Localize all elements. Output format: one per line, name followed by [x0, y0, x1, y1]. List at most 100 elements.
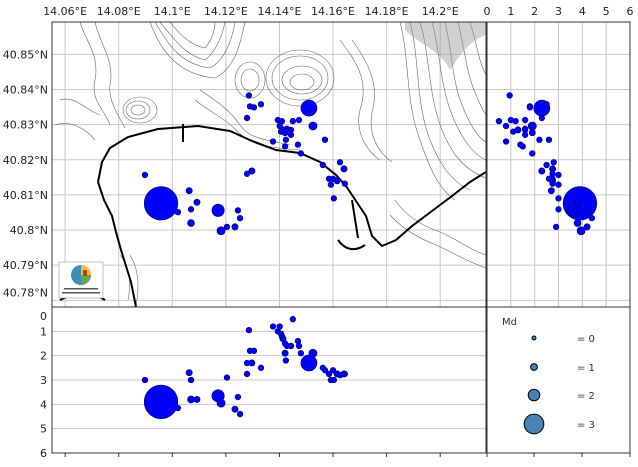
earthquake-marker — [321, 136, 329, 143]
legend-marker-md-1 — [530, 363, 538, 371]
earthquake-marker — [143, 186, 179, 221]
lat-tick-label: 40.81°N — [3, 189, 48, 202]
earthquake-marker — [329, 175, 337, 182]
earthquake-marker — [308, 121, 318, 131]
lat-tick-label: 40.85°N — [3, 48, 48, 61]
earthquake-marker — [223, 223, 231, 231]
earthquake-marker — [536, 136, 543, 143]
earthquake-marker — [341, 180, 348, 187]
earthquake-marker — [289, 316, 296, 323]
earthquake-marker — [526, 104, 534, 111]
earthquake-marker — [223, 374, 231, 381]
earthquake-marker — [245, 92, 253, 99]
earthquake-marker — [236, 214, 244, 222]
earthquake-marker — [555, 206, 562, 213]
earthquake-marker — [257, 364, 265, 371]
earthquake-marker — [243, 359, 251, 367]
axis-labels: 14.06°E 14.08°E 14.1°E 14.12°E 14.14°E 14.16°… — [3, 5, 634, 460]
earthquake-marker — [555, 181, 562, 188]
panel-frames — [51, 21, 631, 454]
lat-tick-label: 40.83°N — [3, 119, 48, 132]
lon-tick-label: 14.14°E — [257, 5, 301, 18]
lon-depth-panel — [51, 306, 487, 454]
earthquake-marker — [341, 370, 348, 378]
earthquake-marker — [506, 92, 513, 99]
legend-marker-md-3 — [523, 413, 545, 435]
earthquake-marker — [250, 347, 258, 354]
earthquake-marker — [236, 410, 244, 418]
lat-tick-label: 40.8°N — [10, 224, 48, 237]
lon-tick-label: 14.12°E — [204, 5, 248, 18]
depth-tick-label-top: 3 — [555, 5, 562, 18]
earthquake-marker — [277, 330, 285, 337]
lon-tick-label: 14.16°E — [311, 5, 355, 18]
lon-tick-label: 14.06°E — [43, 5, 87, 18]
earthquake-marker — [574, 198, 582, 206]
earthquake-marker — [294, 337, 302, 345]
map-events — [141, 92, 348, 236]
lon-tick-label: 14.2°E — [422, 5, 459, 18]
earthquake-marker — [187, 395, 195, 404]
earthquake-marker — [510, 128, 517, 135]
earthquake-marker — [295, 116, 303, 124]
earthquake-marker — [573, 219, 582, 227]
earthquake-marker — [174, 208, 182, 216]
earthquake-marker — [545, 136, 553, 143]
lon-tick-label: 14.1°E — [154, 5, 191, 18]
earthquake-marker — [243, 170, 251, 177]
earthquake-marker — [521, 116, 529, 124]
legend-label: = 2 — [577, 391, 595, 402]
earthquake-marker — [528, 129, 536, 137]
earthquake-marker — [269, 323, 277, 330]
earthquake-marker — [231, 405, 239, 413]
depth-tick-label-left: 3 — [40, 374, 47, 387]
earthquake-marker — [308, 348, 318, 358]
depth-tick-label-left: 4 — [40, 398, 47, 411]
earthquake-marker — [269, 138, 277, 145]
earthquake-marker — [276, 323, 283, 330]
earthquake-marker — [329, 367, 337, 374]
earthquake-marker — [327, 181, 335, 188]
lon-tick-label: 14.18°E — [365, 5, 409, 18]
earthquake-marker — [538, 167, 546, 175]
earthquake-marker — [572, 207, 579, 214]
depth-vs-lat-events — [495, 92, 598, 236]
lon-tick-label: 14.08°E — [97, 5, 141, 18]
earthquake-marker — [588, 214, 596, 222]
depth-tick-label-top: 5 — [603, 5, 610, 18]
legend-label: = 0 — [577, 334, 595, 345]
earthquake-marker — [211, 203, 225, 217]
depth-vs-lon-events — [141, 316, 348, 420]
earthquake-marker — [231, 223, 239, 231]
earthquake-marker — [336, 159, 344, 166]
depth-tick-label-top: 2 — [531, 5, 538, 18]
earthquake-marker — [216, 398, 226, 408]
earthquake-marker — [547, 187, 555, 195]
earthquake-marker — [282, 136, 290, 143]
earthquake-marker — [521, 131, 529, 138]
earthquake-marker — [248, 167, 256, 175]
earthquake-marker — [583, 223, 591, 231]
legend-marker-md-2 — [527, 388, 541, 402]
lat-tick-label: 40.82°N — [3, 154, 48, 167]
depth-tick-label-left: 0 — [40, 310, 47, 323]
earthquake-marker — [245, 326, 253, 334]
earthquake-marker — [550, 159, 557, 166]
legend-label: = 1 — [577, 363, 595, 374]
earthquake-marker — [319, 364, 326, 371]
earthquake-marker — [250, 104, 258, 111]
earthquake-marker — [193, 396, 201, 403]
earthquake-marker — [545, 175, 553, 182]
earthquake-marker — [243, 370, 251, 378]
legend-label: = 3 — [577, 420, 595, 431]
earthquake-marker — [512, 117, 519, 125]
earthquake-marker — [340, 165, 348, 173]
depth-tick-label-top: 0 — [484, 5, 491, 18]
earthquake-marker — [549, 170, 556, 177]
earthquake-marker — [243, 114, 251, 122]
earthquake-marker — [294, 141, 302, 148]
legend-panel — [486, 306, 631, 454]
earthquake-marker — [141, 376, 149, 384]
earthquake-marker — [216, 226, 226, 236]
